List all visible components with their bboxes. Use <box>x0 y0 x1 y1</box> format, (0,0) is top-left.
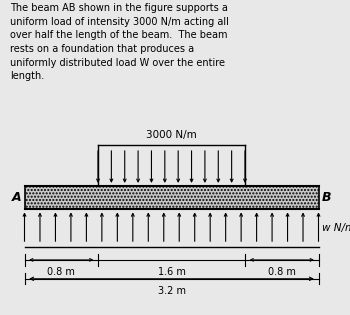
Text: B: B <box>322 191 331 204</box>
Text: 0.8 m: 0.8 m <box>47 267 75 277</box>
Text: 0.8 m: 0.8 m <box>268 267 296 277</box>
Text: 1.6 m: 1.6 m <box>158 267 186 277</box>
Bar <box>25 186 318 209</box>
Text: The beam AB shown in the figure supports a
uniform load of intensity 3000 N/m ac: The beam AB shown in the figure supports… <box>10 3 229 81</box>
Text: 3.2 m: 3.2 m <box>158 286 186 296</box>
Text: A: A <box>11 191 21 204</box>
Text: w N/m: w N/m <box>322 223 350 233</box>
Text: 3000 N/m: 3000 N/m <box>146 130 197 140</box>
